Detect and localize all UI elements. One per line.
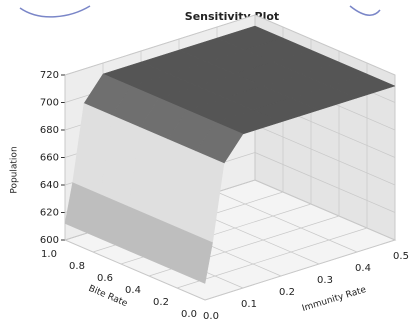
y-tick-label: 0.6: [97, 273, 113, 284]
y-tick-label: 0.2: [153, 297, 169, 308]
x-tick-label: 0.1: [241, 299, 257, 310]
grid-line: [254, 124, 396, 186]
grid-line: [254, 179, 396, 241]
z-tick-label: 640: [40, 180, 59, 191]
x-tick-label: 0.0: [203, 311, 219, 322]
x-axis-label: Immunity Rate: [301, 285, 368, 314]
scribble: [19, 5, 381, 18]
y-tick-label: 0.8: [69, 261, 85, 272]
grid-line: [254, 152, 396, 213]
grid-line: [254, 14, 396, 76]
z-axis-label: Population: [10, 146, 20, 193]
x-tick-label: 0.5: [393, 251, 409, 262]
z-tick-label: 660: [40, 153, 59, 164]
grid-line: [64, 239, 206, 301]
z-tick-label: 680: [40, 125, 59, 136]
grid-line: [204, 239, 396, 301]
x-tick-label: 0.3: [317, 275, 333, 286]
z-tick-label: 620: [40, 208, 59, 219]
grid-line: [64, 14, 256, 76]
x-tick-label: 0.2: [279, 287, 295, 298]
y-tick-label: 1.0: [41, 249, 57, 260]
y-axis-label: Bite Rate: [87, 284, 129, 309]
y-tick-label: 0.0: [181, 309, 197, 320]
surface-patch: [176, 230, 213, 284]
z-tick-label: 700: [40, 98, 59, 109]
x-tick-label: 0.4: [355, 263, 371, 274]
grid-line: [176, 227, 368, 289]
grid-line: [216, 191, 358, 253]
z-tick-label: 600: [40, 235, 59, 246]
y-tick-label: 0.4: [125, 285, 141, 296]
z-tick-label: 720: [40, 70, 59, 81]
